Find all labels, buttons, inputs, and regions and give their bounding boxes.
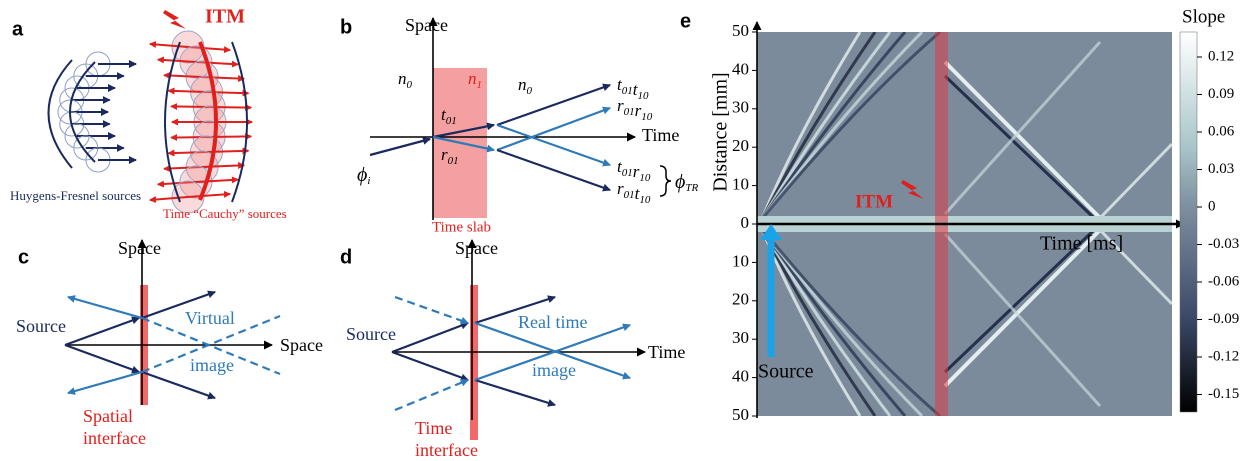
source-label: Source: [16, 316, 66, 336]
y-tick-label: 10: [732, 251, 749, 270]
subscript: 0: [407, 79, 413, 91]
subscript: 01: [448, 155, 459, 167]
arrow: [395, 380, 468, 410]
colorbar-tick-label: 0.03: [1208, 161, 1234, 177]
arrow: [370, 139, 430, 155]
panel-label: e: [680, 10, 691, 32]
arrow: [392, 352, 468, 380]
subscript: TR: [685, 182, 698, 194]
colorbar-tick-label: 0.12: [1208, 48, 1234, 64]
y-tick-label: 50: [732, 21, 749, 40]
y-tick-label: 40: [732, 367, 749, 386]
y-tick-label: 30: [732, 98, 749, 117]
source-label: Source: [758, 361, 814, 383]
symbol: n: [518, 75, 527, 94]
arrow: [497, 108, 610, 150]
slab-label: Time slab: [432, 219, 491, 235]
subscript: i: [367, 175, 370, 187]
colorbar-tick-label: 0.06: [1208, 123, 1235, 139]
interface-label: interface: [415, 440, 478, 460]
y-tick-label: 50: [732, 405, 749, 424]
arrow: [497, 125, 610, 165]
phase-label: ϕTR: [675, 171, 698, 194]
axis-label: Space: [405, 15, 448, 35]
y-tick-label: 0: [741, 213, 750, 232]
image-label: image: [190, 355, 234, 375]
subscript: 01: [446, 115, 457, 127]
figure: a ITM Huygens-Fresnel sources Time “Cauchy”…: [0, 0, 1250, 461]
panel-label: d: [340, 246, 352, 268]
image-label: Real time: [518, 312, 587, 332]
wavefront: [49, 60, 73, 168]
symbol: n: [398, 69, 407, 88]
arrow: [395, 297, 468, 323]
axis-label: Space: [280, 335, 323, 355]
subscript: 01: [624, 106, 635, 118]
arrow: [68, 372, 142, 393]
symbol: ϕ: [675, 171, 685, 193]
axis-label: Space: [455, 238, 498, 258]
colorbar-tick-label: 0.09: [1208, 86, 1234, 102]
arrow: [392, 323, 468, 352]
arrow: [142, 372, 215, 398]
y-tick-label: 30: [732, 328, 749, 347]
subscript: 01: [624, 189, 635, 201]
y-tick-label: 20: [732, 290, 749, 309]
colorbar-tick-label: -0.06: [1208, 273, 1240, 289]
colorbar-tick-label: -0.15: [1208, 386, 1239, 402]
phase-label: ϕi: [357, 164, 370, 187]
refractive-index: n0: [398, 69, 413, 91]
subscript: 01: [622, 85, 633, 97]
axis-title: Time [ms]: [1040, 233, 1123, 255]
subscript: 10: [637, 90, 649, 102]
colorbar-tick-label: -0.09: [1208, 311, 1239, 327]
colorbar-tick-label: -0.03: [1208, 236, 1239, 252]
caption: Huygens-Fresnel sources: [10, 188, 141, 203]
symbol: n: [468, 69, 477, 88]
brace: [660, 166, 671, 196]
arrow: [475, 380, 555, 405]
source-label: Source: [346, 324, 396, 344]
subscript: 1: [477, 79, 483, 91]
axis-label: Time: [642, 125, 679, 145]
page: {"panels": { "a": {"label": "a", "itm": …: [0, 0, 1250, 461]
axis-label: Time: [648, 342, 685, 362]
colorbar-tick-label: 0: [1208, 198, 1216, 214]
arrow: [65, 318, 139, 345]
arrow: [497, 85, 610, 125]
interface-label: Time: [415, 418, 452, 438]
panel-label: c: [18, 246, 29, 268]
panel-label: a: [12, 18, 24, 40]
image-label: image: [532, 360, 576, 380]
subscript: 10: [641, 111, 653, 123]
lightning-icon: [163, 10, 186, 29]
axis-title: Distance [mm]: [710, 72, 732, 191]
subscript: 01: [622, 167, 633, 179]
panel-label: b: [340, 16, 352, 38]
subscript: 10: [639, 194, 651, 206]
colorbar: [1180, 32, 1197, 412]
interface-label: Spatial: [83, 406, 133, 426]
image-label: Virtual: [185, 308, 235, 328]
y-tick-label: 20: [732, 136, 749, 155]
itm-label: ITM: [205, 6, 245, 28]
arrow: [68, 297, 142, 318]
arrow: [168, 91, 206, 92]
colorbar-tick-label: -0.12: [1208, 348, 1239, 364]
axis-label: Space: [118, 238, 161, 258]
arrow: [497, 150, 610, 190]
interface-label: interface: [83, 428, 146, 448]
caption: Time “Cauchy” sources: [163, 206, 287, 221]
colorbar-title: Slope: [1182, 6, 1225, 27]
subscript: 10: [639, 172, 651, 184]
y-tick-label: 10: [732, 175, 749, 194]
y-tick-label: 40: [732, 59, 749, 78]
arrow: [65, 345, 139, 372]
itm-label: ITM: [855, 191, 893, 212]
subscript: 0: [527, 85, 533, 97]
refractive-index: n0: [518, 75, 533, 97]
symbol: ϕ: [357, 164, 367, 186]
